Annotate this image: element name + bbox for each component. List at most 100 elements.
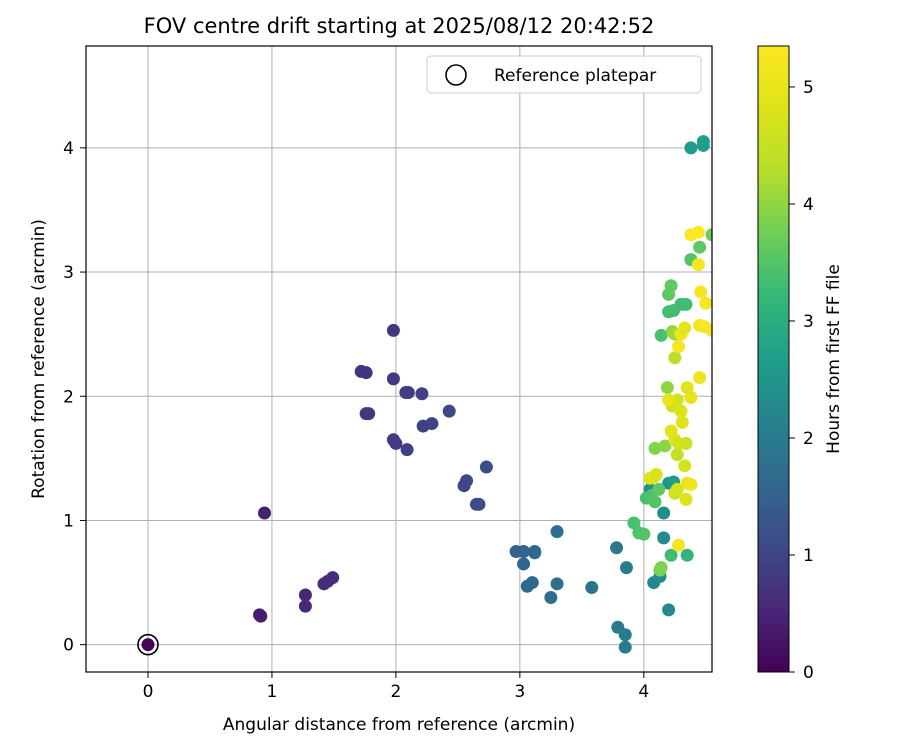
data-point xyxy=(678,321,692,335)
plot-frame xyxy=(85,45,713,673)
legend-marker xyxy=(445,64,467,86)
data-point xyxy=(389,436,403,450)
data-point xyxy=(400,443,414,457)
data-points xyxy=(141,135,712,654)
colorbar-tick-label: 0 xyxy=(803,663,814,683)
data-point xyxy=(672,538,686,552)
reference-marker xyxy=(137,633,159,656)
data-point xyxy=(618,628,632,642)
data-point xyxy=(705,323,712,337)
colorbar-ticks: 0 1 2 3 4 5 xyxy=(789,78,814,683)
colorbar-tick-label: 1 xyxy=(803,546,814,566)
data-point xyxy=(684,391,698,405)
data-point xyxy=(649,468,663,482)
x-tick-label: 2 xyxy=(390,682,401,702)
data-point xyxy=(619,561,633,575)
reference-point xyxy=(137,633,159,656)
data-point xyxy=(386,372,400,386)
data-point xyxy=(525,576,539,590)
data-point xyxy=(691,225,705,239)
legend-box xyxy=(426,55,702,94)
data-point xyxy=(517,557,531,571)
colorbar-tick-label: 4 xyxy=(803,195,814,215)
data-point xyxy=(141,638,155,652)
data-point xyxy=(479,460,493,474)
data-point xyxy=(460,474,474,488)
data-point xyxy=(680,381,694,395)
data-point xyxy=(664,548,678,562)
colorbar-gradient xyxy=(757,45,790,673)
data-point xyxy=(254,609,268,623)
y-tick-label: 0 xyxy=(63,636,74,656)
legend-label: Reference platepar xyxy=(494,66,656,86)
data-point xyxy=(550,577,564,591)
data-point xyxy=(528,546,542,560)
data-point xyxy=(658,439,672,453)
data-point xyxy=(691,258,705,272)
data-point xyxy=(696,135,710,149)
y-tick-label: 3 xyxy=(63,263,74,283)
x-tick-label: 1 xyxy=(267,682,278,702)
data-point xyxy=(359,366,373,380)
data-point xyxy=(679,297,693,311)
data-point xyxy=(679,436,693,450)
data-point xyxy=(585,581,599,595)
data-point xyxy=(680,548,694,562)
data-point xyxy=(258,506,272,520)
data-point xyxy=(657,531,671,545)
data-point xyxy=(668,351,682,365)
data-point xyxy=(415,387,429,401)
legend: Reference platepar xyxy=(426,55,702,94)
data-point xyxy=(648,495,662,509)
x-tick-label: 4 xyxy=(638,682,649,702)
data-point xyxy=(652,482,666,496)
data-point xyxy=(653,563,667,577)
grid xyxy=(86,46,712,672)
data-point xyxy=(550,525,564,539)
data-point xyxy=(298,599,312,613)
data-point xyxy=(662,393,676,407)
data-point xyxy=(694,285,708,299)
data-point xyxy=(693,371,707,385)
colorbar-tick-label: 3 xyxy=(803,312,814,332)
data-point xyxy=(670,482,684,496)
data-point xyxy=(705,228,712,242)
data-point xyxy=(654,328,668,342)
data-point xyxy=(699,296,712,310)
data-point xyxy=(648,441,662,455)
y-tick-label: 1 xyxy=(63,511,74,531)
data-point xyxy=(672,340,686,354)
data-point xyxy=(618,640,632,654)
data-point xyxy=(670,448,684,462)
data-point xyxy=(664,279,678,293)
y-tick-label: 4 xyxy=(63,139,74,159)
data-point xyxy=(678,459,692,473)
data-point xyxy=(472,497,486,511)
colorbar: 0 1 2 3 4 5 Hours from first FF file xyxy=(757,45,844,683)
colorbar-label: Hours from first FF file xyxy=(824,264,844,454)
data-point xyxy=(637,527,651,541)
data-point xyxy=(401,386,415,400)
x-tick-label: 0 xyxy=(143,682,154,702)
colorbar-tick-label: 2 xyxy=(803,429,814,449)
data-point xyxy=(610,541,624,555)
x-axis-label: Angular distance from reference (arcmin) xyxy=(223,715,575,735)
chart-title: FOV centre drift starting at 2025/08/12 … xyxy=(144,14,655,38)
y-axis-ticks: 0 1 2 3 4 xyxy=(63,139,86,656)
data-point xyxy=(517,545,531,559)
data-point xyxy=(679,492,693,506)
y-axis-label: Rotation from reference (arcmin) xyxy=(29,219,49,499)
data-point xyxy=(627,516,641,530)
colorbar-tick-label: 5 xyxy=(803,78,814,98)
data-point xyxy=(326,571,340,585)
data-point xyxy=(362,407,376,421)
data-point xyxy=(693,240,707,254)
data-point xyxy=(660,381,674,395)
data-point xyxy=(386,323,400,337)
data-point xyxy=(675,415,689,429)
data-point xyxy=(425,417,439,431)
data-point xyxy=(657,506,671,520)
data-point xyxy=(684,141,698,155)
data-point xyxy=(442,404,456,418)
